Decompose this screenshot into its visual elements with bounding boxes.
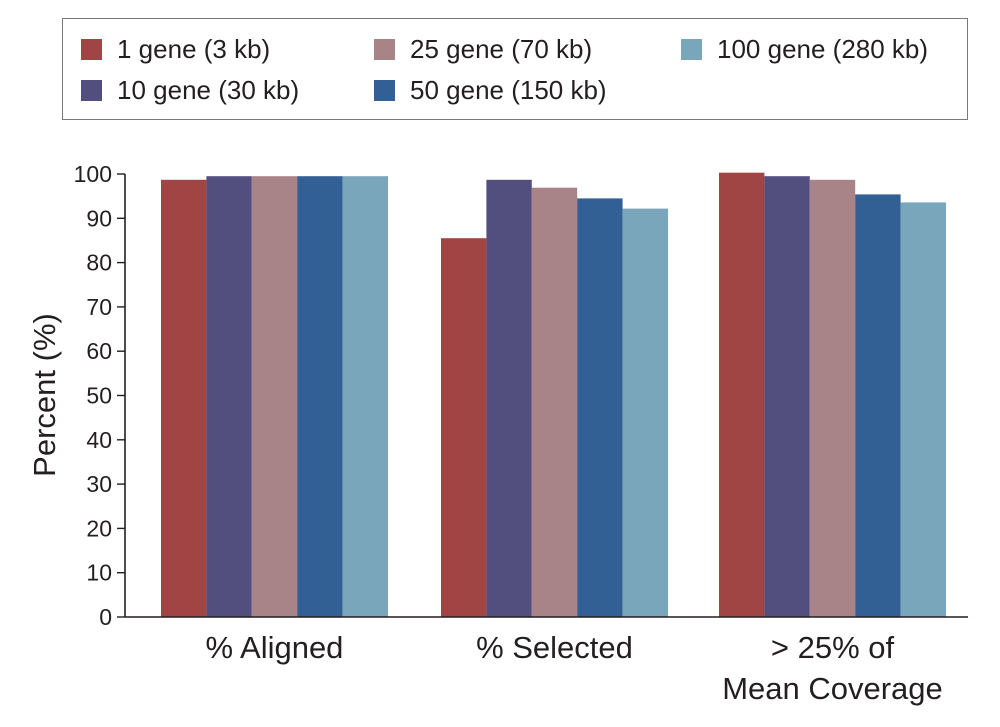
legend-label: 10 gene (30 kb) xyxy=(117,75,300,105)
bar-2-series-5 xyxy=(622,208,668,617)
bar-2-series-1 xyxy=(441,238,487,617)
bar-1-series-1 xyxy=(161,179,207,618)
bar-1-series-4 xyxy=(297,176,343,617)
bar-3-series-1 xyxy=(719,172,765,617)
y-tick-label: 40 xyxy=(86,427,112,453)
y-tick-label: 90 xyxy=(86,205,112,231)
bar-3-series-5 xyxy=(900,202,946,617)
legend-swatch xyxy=(81,38,102,60)
legend-item: 25 gene (70 kb) xyxy=(374,34,592,64)
legend-label: 25 gene (70 kb) xyxy=(410,34,593,64)
legend-label: 50 gene (150 kb) xyxy=(410,75,607,105)
legend-swatch xyxy=(374,79,395,101)
x-category-label: > 25% of Mean Coverage xyxy=(722,630,943,706)
y-tick-label: 60 xyxy=(86,338,112,364)
y-tick-label: 0 xyxy=(99,604,112,630)
bar-2-series-4 xyxy=(577,198,623,617)
bar-3-series-2 xyxy=(764,176,810,617)
chart-legend: 1 gene (3 kb) 10 gene (30 kb) 25 gene (70 … xyxy=(62,18,968,120)
bar-3-series-3 xyxy=(809,179,856,618)
legend-item: 100 gene (280 kb) xyxy=(681,34,928,64)
bar-1-series-5 xyxy=(342,176,388,617)
y-tick-label: 20 xyxy=(86,515,112,541)
y-ticks-group: 0 10 20 30 40 50 60 70 80 90 100 xyxy=(74,161,125,630)
bar-1-series-3 xyxy=(251,176,298,617)
bars-group xyxy=(161,172,946,618)
legend-swatch xyxy=(374,38,395,60)
legend-swatch xyxy=(81,79,102,101)
y-axis-title: Percent (%) xyxy=(27,313,62,477)
y-tick-label: 10 xyxy=(86,560,112,586)
legend-item: 10 gene (30 kb) xyxy=(81,75,299,105)
x-category-label: % Selected xyxy=(476,630,633,665)
x-category-label: % Aligned xyxy=(206,630,344,665)
y-tick-label: 70 xyxy=(86,294,112,320)
y-tick-label: 100 xyxy=(74,161,112,187)
x-categories-group: % Aligned % Selected > 25% of Mean Coverage xyxy=(206,630,943,706)
legend-item: 50 gene (150 kb) xyxy=(374,75,607,105)
legend-swatch xyxy=(681,38,702,60)
legend-label: 1 gene (3 kb) xyxy=(117,34,271,64)
legend-item: 1 gene (3 kb) xyxy=(81,34,270,64)
bar-2-series-2 xyxy=(486,179,532,618)
bar-3-series-4 xyxy=(855,194,901,617)
y-tick-label: 30 xyxy=(86,471,112,497)
y-tick-label: 50 xyxy=(86,383,112,409)
bar-1-series-2 xyxy=(206,176,252,617)
y-tick-label: 80 xyxy=(86,250,112,276)
bar-2-series-3 xyxy=(531,187,578,617)
legend-label: 100 gene (280 kb) xyxy=(717,34,929,64)
